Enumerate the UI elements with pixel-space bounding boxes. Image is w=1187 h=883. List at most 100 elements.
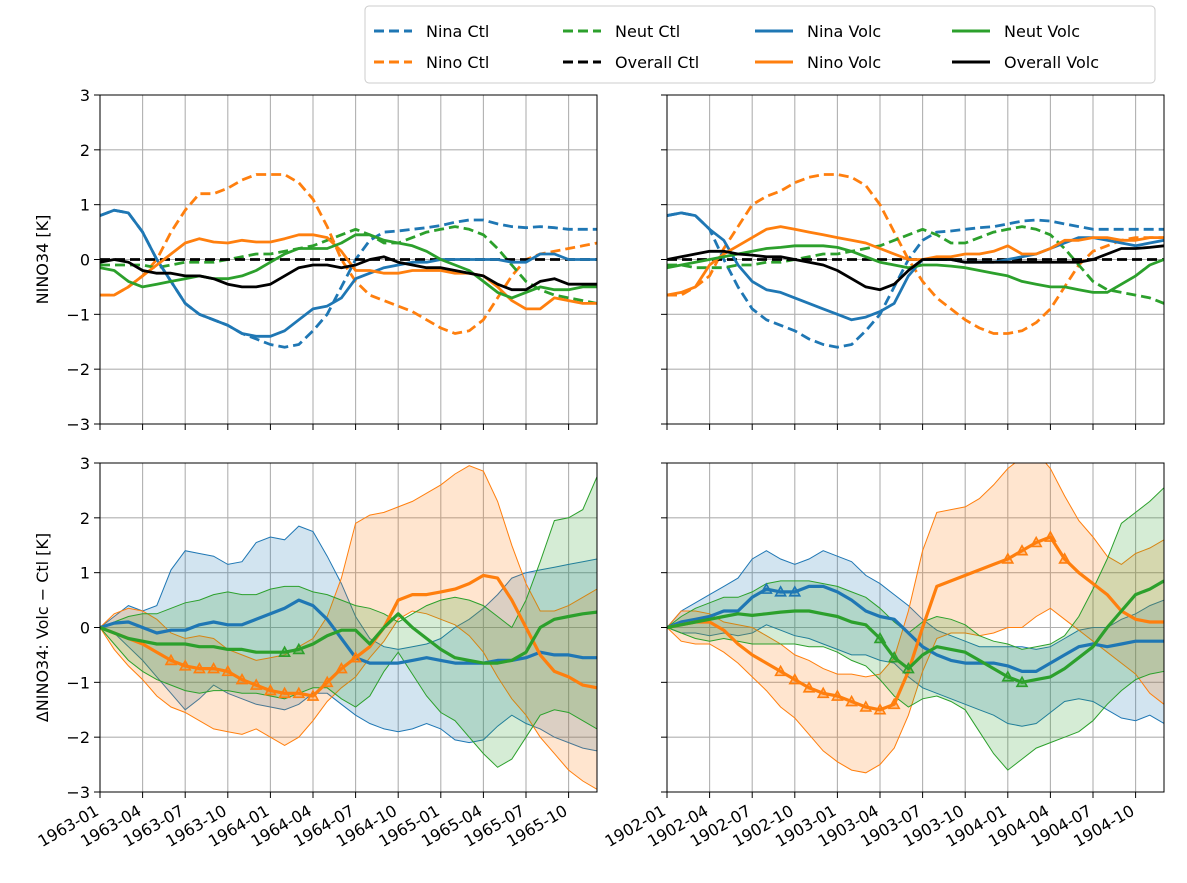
significance-marker [178,659,192,671]
significance-marker [164,653,178,666]
band-upper-neut [667,487,1164,650]
band-lower-nino [100,610,597,790]
band-lower-nina [100,627,597,752]
significance-marker [1015,675,1029,688]
y-tick-label: 1 [80,564,90,583]
y-axis: −3 −2 −1 0 1 2 3 NINO34 [K] [33,86,100,434]
panel-top-right [661,94,1165,430]
legend-item: Neut Volc [952,22,1080,41]
plot-area [100,465,597,790]
y-tick-label: −3 [66,783,90,802]
significance-marker [335,661,348,674]
significance-marker [193,661,206,674]
band-upper-neut [100,476,597,629]
band-lower-neut [100,627,597,768]
significance-marker [1001,670,1015,682]
plot-area [667,463,1164,774]
significance-marker [1044,530,1057,542]
plot-area [100,173,597,349]
legend-item: Nina Volc [755,22,881,41]
significance-marker [278,645,291,657]
band-neut [100,476,597,768]
significance-marker [292,686,306,699]
significance-marker [859,700,873,712]
legend-label: Nino Volc [807,53,881,72]
significance-marker [760,582,773,594]
legend-label: Nina Ctl [426,22,489,41]
band-neut [667,487,1164,771]
series-line-nina-ctl [100,208,597,349]
series-line-nino [667,535,1164,712]
series-line-neut-ctl [667,225,1164,305]
band-lower-neut [667,627,1164,771]
plot-area [667,173,1164,349]
series-line-nino-volc [667,225,1164,297]
legend-label: Neut Ctl [615,22,680,41]
panel-bottom-left: −3 −2 −1 0 1 2 3 ΔNINO34: Volc − Ctl [K] 1963-01… [33,454,598,851]
series-line-neut-ctl [100,225,597,305]
panel-top-left: −3 −2 −1 0 1 2 3 NINO34 [K] [33,86,598,434]
significance-marker [788,585,802,597]
x-axis: 1963-011963-041963-071963-101964-011964-… [35,792,571,851]
legend-label: Nino Ctl [426,53,489,72]
significance-marker [887,697,901,710]
legend-item: Nino Ctl [374,53,489,72]
y-axis: −3 −2 −1 0 1 2 3 ΔNINO34: Volc − Ctl [K] [33,454,100,802]
legend-label: Neut Volc [1004,22,1080,41]
band-upper-nino [100,465,597,661]
significance-marker [306,689,320,701]
y-axis-label: NINO34 [K] [33,215,52,305]
y-axis [661,94,667,425]
band-nina [100,526,597,751]
significance-marker [1029,535,1043,548]
y-tick-label: 2 [80,141,90,160]
y-tick-label: −3 [66,415,90,434]
legend-item: Nina Ctl [374,22,489,41]
significance-marker [774,585,787,597]
band-upper-nino [667,463,1164,678]
y-axis-label: ΔNINO34: Volc − Ctl [K] [33,533,52,722]
significance-marker [235,672,249,685]
legend-frame [364,5,1156,84]
significance-marker [774,664,787,677]
band-lower-nino [667,607,1164,774]
legend-label: Nina Volc [807,22,881,41]
band-lower-nina [667,624,1164,727]
series-line-overall-volc [667,244,1164,292]
legend-label: Overall Volc [1004,53,1099,72]
series-line-nina-volc [100,208,597,338]
series-line-nina [667,584,1164,674]
x-axis [666,424,1137,430]
y-axis [661,462,667,793]
series-line-neut-volc [100,233,597,300]
legend-label: Overall Ctl [615,53,699,72]
significance-marker [1058,552,1071,564]
significance-marker [249,678,263,690]
significance-marker [221,664,235,677]
band-upper-nina [100,525,597,650]
y-tick-label: −1 [66,305,90,324]
significance-marker [902,661,915,674]
series-line-overall-volc [100,255,597,292]
significance-marker [264,683,277,696]
significance-marker [320,675,334,688]
y-tick-label: 0 [80,251,90,270]
y-tick-label: −2 [66,728,90,747]
y-tick-label: 1 [80,196,90,215]
series-line-nino-volc [100,233,597,311]
legend-item: Nino Volc [755,53,881,72]
y-tick-label: 3 [80,454,90,473]
significance-marker [1001,552,1015,564]
significance-marker [802,681,816,693]
significance-marker [887,651,901,663]
significance-marker [292,642,306,655]
x-axis: 1902-011902-041902-071902-101903-011903-… [602,792,1138,851]
legend: Nina Ctl Nino Ctl Neut Ctl Overall Ctl Nina … [364,5,1156,84]
significance-marker [207,661,220,674]
significance-marker [845,694,858,707]
series-line-nino-ctl [100,173,597,335]
significance-marker [831,689,844,701]
series-line-nina-ctl [667,211,1164,349]
legend-item: Overall Volc [952,53,1099,72]
